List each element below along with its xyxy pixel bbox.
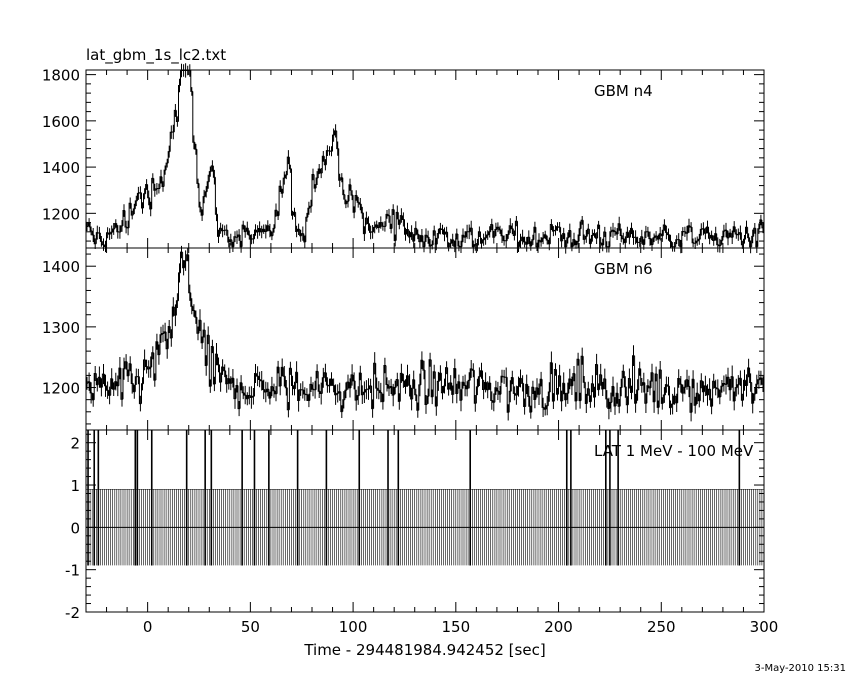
panel-gbm-n6: 1200 1300 1400 GBM n6 [42, 245, 765, 431]
y-tick-label: 1400 [42, 159, 80, 177]
y-tick-label: 1 [70, 477, 80, 495]
panel-title: GBM n4 [594, 82, 653, 100]
y-tick-label: 0 [70, 519, 80, 537]
x-tick-label: 50 [241, 618, 260, 636]
x-tick-label: 100 [339, 618, 368, 636]
lightcurve-gbm-n4 [86, 63, 764, 254]
y-tick-label: 1200 [42, 205, 80, 223]
y-tick-label: -2 [65, 604, 80, 622]
y-tick-label: 1600 [42, 113, 80, 131]
x-axis-label: Time - 294481984.942452 [sec] [303, 641, 545, 659]
y-tick-label: 1400 [42, 258, 80, 276]
timestamp: 3-May-2010 15:31 [754, 663, 846, 674]
y-tick-label: 2 [70, 435, 80, 453]
y-tick-label: 1200 [42, 380, 80, 398]
file-title: lat_gbm_1s_lc2.txt [86, 46, 226, 65]
x-tick-label: 300 [750, 618, 779, 636]
y-tick-label: 1300 [42, 319, 80, 337]
x-tick-label: 250 [647, 618, 676, 636]
plot-frame [85, 69, 765, 249]
y-tick-label: -1 [65, 562, 80, 580]
y-tick-label: 1800 [42, 67, 80, 85]
x-tick-label: 200 [544, 618, 573, 636]
panel-gbm-n4: 1200 1400 1600 1800 GBM n4 [42, 63, 765, 254]
panel-title: GBM n6 [594, 260, 653, 278]
x-tick-label: 150 [441, 618, 470, 636]
lightcurve-gbm-n6 [86, 245, 764, 422]
panel-title: LAT 1 MeV - 100 MeV [594, 442, 754, 460]
x-tick-label: 0 [143, 618, 153, 636]
panel-lat: -2 -1 0 1 2 LAT 1 MeV - 100 MeV 0 50 100 150 200 25… [65, 429, 779, 636]
